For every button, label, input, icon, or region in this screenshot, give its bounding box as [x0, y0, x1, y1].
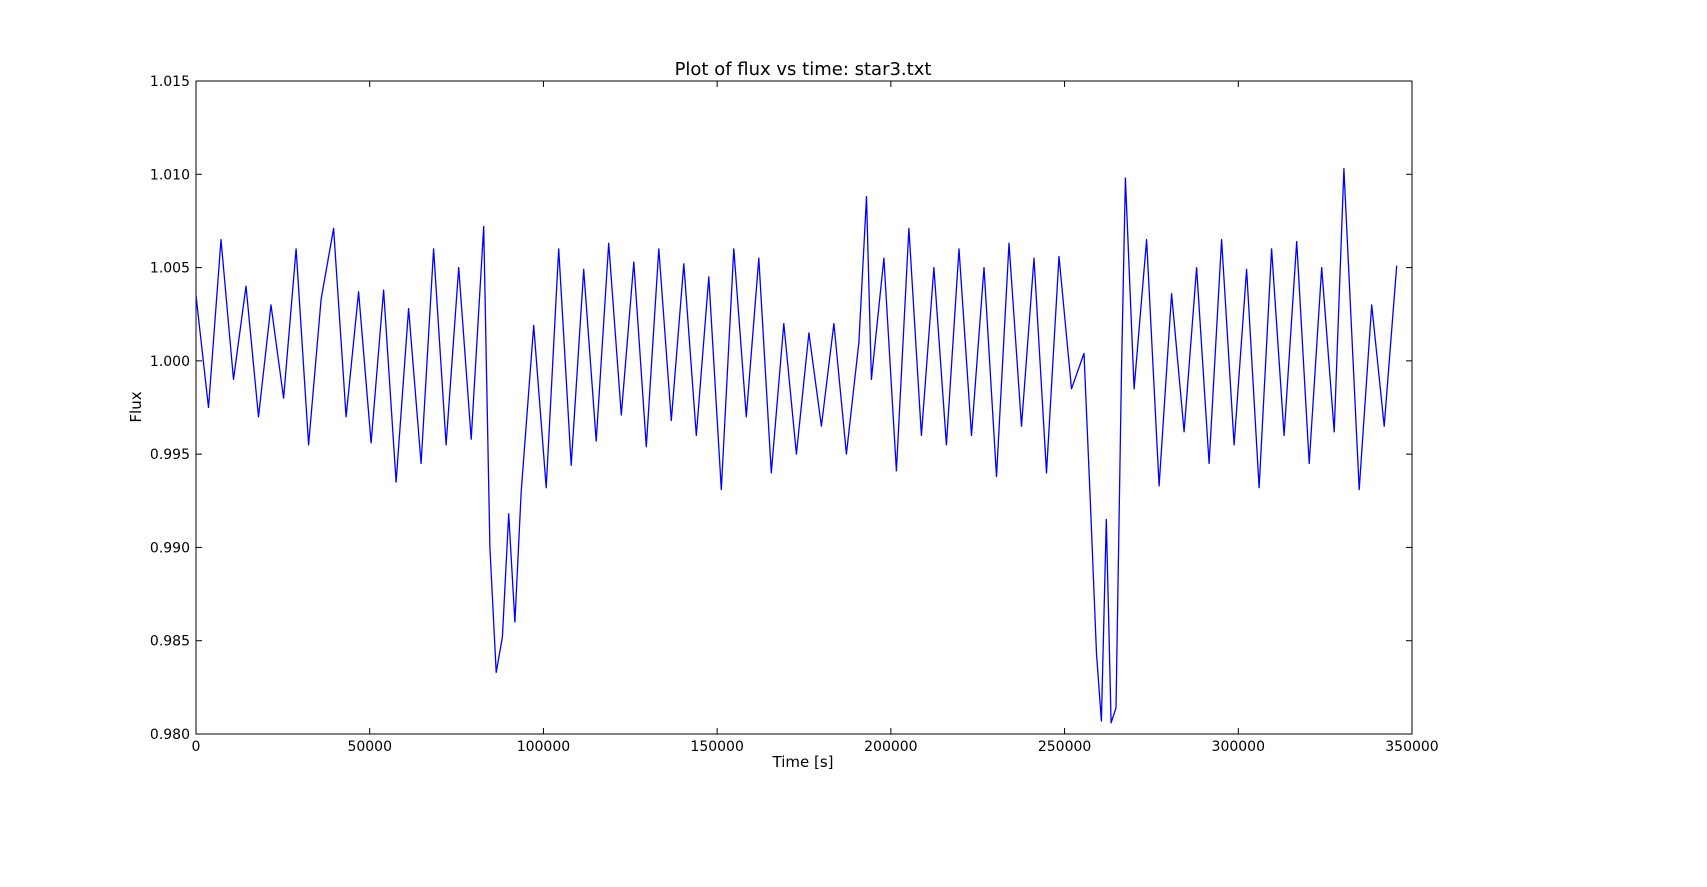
x-tick-label: 150000	[690, 739, 743, 755]
plot-area	[195, 80, 1413, 735]
x-tick-label: 100000	[517, 739, 570, 755]
y-tick-label: 1.005	[150, 261, 190, 277]
y-tick-label: 0.985	[150, 634, 190, 650]
x-tick-label: 350000	[1385, 739, 1438, 755]
x-axis-ticks: 0 50000 100000 150000 200000 250000 300000 3500…	[192, 81, 1439, 755]
x-axis-label: Time [s]	[772, 753, 834, 771]
y-tick-label: 0.990	[150, 540, 190, 556]
y-tick-label: 0.980	[150, 727, 190, 743]
flux-series-line	[195, 168, 1398, 724]
y-tick-label: 1.015	[150, 74, 190, 90]
y-axis-label: Flux	[127, 391, 145, 422]
y-tick-label: 1.000	[150, 354, 190, 370]
x-tick-label: 200000	[864, 739, 917, 755]
y-tick-label: 1.010	[150, 167, 190, 183]
x-tick-label: 300000	[1212, 739, 1265, 755]
axes-frame	[195, 80, 1413, 735]
x-tick-label: 250000	[1038, 739, 1091, 755]
y-axis-ticks: 0.980 0.985 0.990 0.995 1.000 1.005 1.010 1.015	[150, 74, 1412, 743]
chart-title: Plot of flux vs time: star3.txt	[675, 59, 932, 80]
x-tick-label: 0	[192, 739, 201, 755]
y-tick-label: 0.995	[150, 447, 190, 463]
x-tick-label: 50000	[347, 739, 392, 755]
